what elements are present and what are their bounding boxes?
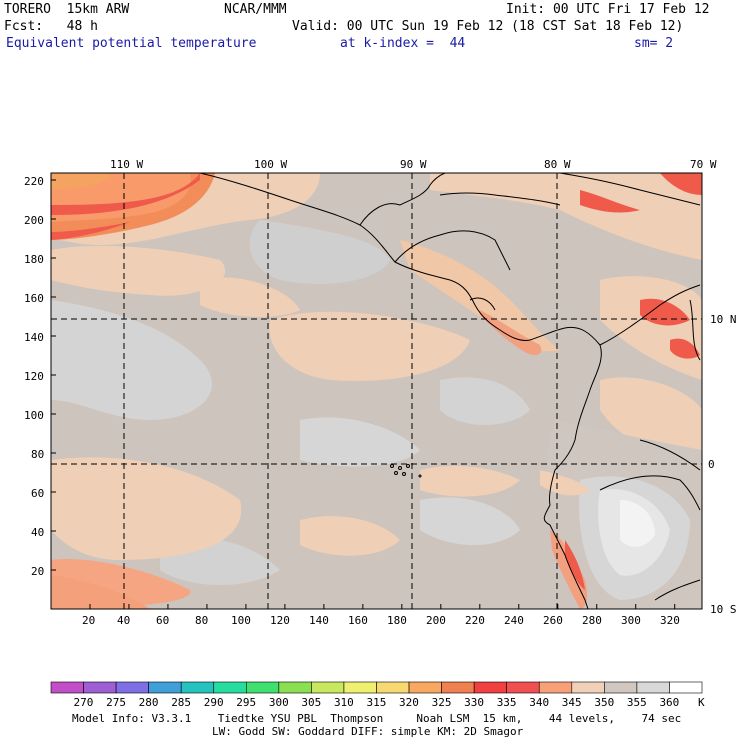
colorbar-swatch xyxy=(115,681,149,694)
colorbar-label: 290 xyxy=(203,696,224,709)
init-time: Init: 00 UTC Fri 17 Feb 12 xyxy=(506,2,710,17)
colorbar-swatch xyxy=(408,681,442,694)
colorbar-label: 335 xyxy=(496,696,517,709)
lon-label: 80 W xyxy=(544,158,571,171)
model-name: TORERO 15km ARW xyxy=(4,2,130,17)
colorbar-swatch xyxy=(571,681,605,694)
colorbar-swatch xyxy=(669,681,703,694)
y-tick-label: 220 xyxy=(24,175,44,188)
map-field xyxy=(51,173,702,609)
colorbar-swatch xyxy=(83,681,117,694)
lon-label: 70 W xyxy=(690,158,717,171)
colorbar-swatch xyxy=(278,681,312,694)
x-tick-label: 200 xyxy=(426,614,446,627)
x-tick-label: 180 xyxy=(387,614,407,627)
colorbar-label: 275 xyxy=(106,696,126,709)
x-tick-label: 120 xyxy=(270,614,290,627)
colorbar-label: 320 xyxy=(399,696,419,709)
colorbar-label: 360 xyxy=(659,696,680,709)
colorbar-label: 315 xyxy=(366,696,387,709)
lon-label: 110 W xyxy=(110,158,144,171)
map-frame xyxy=(50,172,703,610)
colorbar-swatch xyxy=(538,681,573,694)
colorbar-swatch xyxy=(50,681,84,694)
y-tick-label: 180 xyxy=(24,253,44,266)
y-tick-label: 120 xyxy=(24,370,44,383)
coastlines xyxy=(199,173,701,609)
x-tick-label: 300 xyxy=(621,614,641,627)
forecast-hour: Fcst: 48 h xyxy=(4,19,98,34)
y-tick-label: 40 xyxy=(31,526,45,539)
y-tick-label: 160 xyxy=(24,292,44,305)
colorbar-label: 310 xyxy=(333,696,354,709)
smoothing-info: sm= 2 xyxy=(634,36,674,51)
axis-ticks xyxy=(50,179,676,610)
y-tick-label: 100 xyxy=(24,409,44,422)
colorbar-swatch xyxy=(376,681,410,694)
colorbar-label: 350 xyxy=(594,696,615,709)
colorbar-swatch xyxy=(473,681,507,694)
colorbar-swatch xyxy=(311,681,345,694)
colorbar-swatch xyxy=(636,681,670,694)
y-tick-label: 80 xyxy=(31,448,45,461)
organization-label: NCAR/MMM xyxy=(224,2,287,17)
colorbar-label: 280 xyxy=(138,696,159,709)
model-physics: LW: Godd SW: Goddard DIFF: simple KM: 2D… xyxy=(212,725,524,738)
x-tick-label: 100 xyxy=(231,614,251,627)
lon-label: 90 W xyxy=(400,158,427,171)
colorbar xyxy=(50,681,703,694)
colorbar-label: 330 xyxy=(464,696,485,709)
colorbar-swatch xyxy=(180,681,215,694)
level-info: at k-index = 44 xyxy=(340,36,466,51)
y-tick-label: 200 xyxy=(24,214,44,227)
colorbar-label: 340 xyxy=(529,696,550,709)
x-tick-label: 140 xyxy=(309,614,329,627)
lat-label: 10 S xyxy=(710,603,737,616)
model-info: Model Info: V3.3.1 Tiedtke YSU PBL Thomp… xyxy=(72,712,682,725)
colorbar-label: 300 xyxy=(268,696,289,709)
lat-lon-grid xyxy=(51,173,702,609)
colorbar-swatch xyxy=(148,681,182,694)
colorbar-unit: K xyxy=(698,696,705,709)
colorbar-swatch xyxy=(604,681,638,694)
x-tick-label: 80 xyxy=(195,614,209,627)
x-tick-label: 220 xyxy=(465,614,485,627)
y-tick-label: 140 xyxy=(24,331,44,344)
y-tick-label: 20 xyxy=(31,565,45,578)
valid-time: Valid: 00 UTC Sun 19 Feb 12 (18 CST Sat … xyxy=(292,19,684,34)
lon-label: 100 W xyxy=(254,158,288,171)
colorbar-swatch xyxy=(441,681,475,694)
y-tick-label: 60 xyxy=(31,487,45,500)
x-tick-label: 60 xyxy=(156,614,170,627)
colorbar-swatch xyxy=(213,681,247,694)
colorbar-swatch xyxy=(506,681,540,694)
colorbar-label: 345 xyxy=(561,696,582,709)
x-tick-label: 160 xyxy=(348,614,368,627)
x-tick-label: 240 xyxy=(504,614,524,627)
field-name: Equivalent potential temperature xyxy=(6,36,257,51)
x-tick-label: 20 xyxy=(82,614,96,627)
lat-label: 10 N xyxy=(710,313,737,326)
colorbar-swatch xyxy=(343,681,377,694)
colorbar-label: 305 xyxy=(301,696,322,709)
x-tick-label: 260 xyxy=(543,614,563,627)
colorbar-label: 270 xyxy=(73,696,94,709)
x-tick-label: 280 xyxy=(582,614,602,627)
colorbar-label: 355 xyxy=(626,696,647,709)
colorbar-swatch xyxy=(246,681,280,694)
colorbar-label: 285 xyxy=(171,696,192,709)
lat-label: 0 xyxy=(708,458,715,471)
x-tick-label: 320 xyxy=(660,614,680,627)
colorbar-label: 295 xyxy=(236,696,257,709)
colorbar-label: 325 xyxy=(431,696,452,709)
x-tick-label: 40 xyxy=(117,614,131,627)
